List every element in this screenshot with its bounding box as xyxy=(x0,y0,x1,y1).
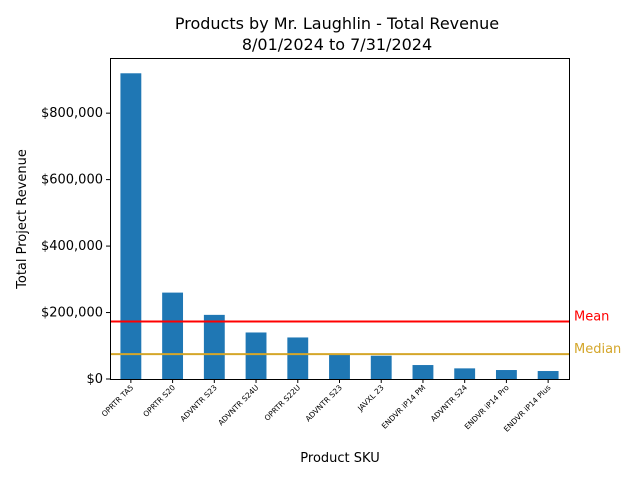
reference-line-label: Mean xyxy=(574,310,609,325)
reference-line-label: Median xyxy=(574,342,621,357)
x-tick-label: OPRTR S20 xyxy=(141,383,177,419)
bar xyxy=(412,365,434,379)
bar xyxy=(120,73,142,380)
x-axis-label: Product SKU xyxy=(300,451,379,466)
y-axis: $0 $200,000 $400,000 $600,000 $800,000 xyxy=(41,106,110,387)
bar xyxy=(287,337,309,379)
x-tick-label: ENDVR iP14 PM xyxy=(380,383,428,431)
plot-frame xyxy=(110,58,570,380)
bar xyxy=(454,368,476,379)
bar xyxy=(370,355,392,379)
y-tick-label: $200,000 xyxy=(41,306,103,321)
bar xyxy=(495,370,517,379)
bar xyxy=(537,371,559,379)
x-tick-label: OPRTR TA5 xyxy=(100,383,136,419)
reference-lines-group: Mean Median xyxy=(110,310,621,357)
y-axis-label: Total Project Revenue xyxy=(15,149,30,290)
x-tick-label: OPRTR S22U xyxy=(263,383,303,423)
bar xyxy=(162,292,184,379)
x-tick-label: ADVNTR S23 xyxy=(178,383,218,423)
x-tick-label: JAVXL 23 xyxy=(355,383,386,414)
chart-title: Products by Mr. Laughlin - Total Revenue xyxy=(175,14,499,33)
y-tick-label: $0 xyxy=(86,372,103,387)
x-tick-label: ADVNTR S23 xyxy=(304,383,344,423)
x-tick-label: ADVNTR S24U xyxy=(216,383,260,427)
chart-subtitle: 8/01/2024 to 7/31/2024 xyxy=(242,35,432,54)
y-tick-label: $800,000 xyxy=(41,106,103,121)
bar xyxy=(329,354,350,379)
x-tick-label: ENDVR iP14 Pro xyxy=(463,383,511,431)
bars-group xyxy=(120,73,559,380)
y-tick-label: $600,000 xyxy=(41,173,103,188)
bar xyxy=(203,314,225,379)
x-tick-label: ADVNTR S24 xyxy=(429,383,469,423)
y-tick-label: $400,000 xyxy=(41,239,103,254)
bar xyxy=(245,332,267,379)
